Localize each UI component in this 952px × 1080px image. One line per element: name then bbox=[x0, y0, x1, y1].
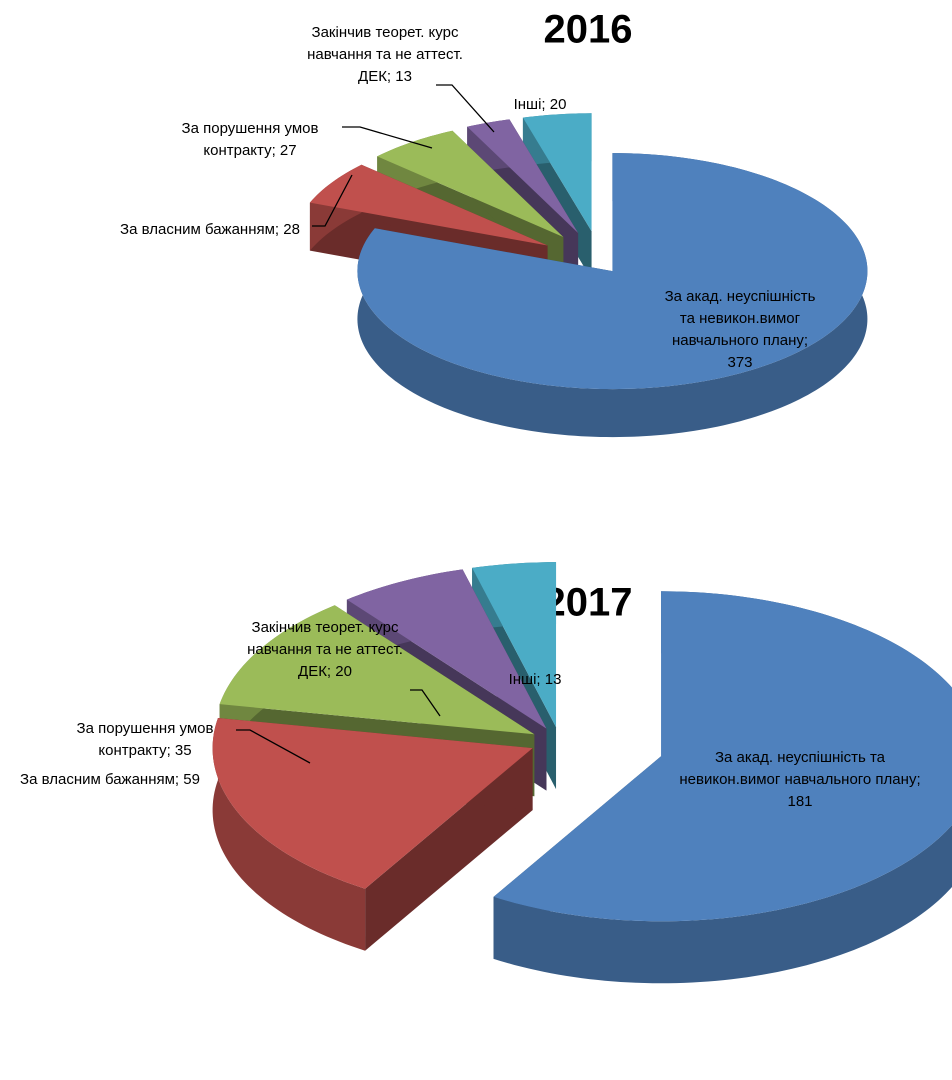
slice-top bbox=[346, 569, 547, 729]
data-label: Закінчив теорет. курс навчання та не атт… bbox=[247, 619, 403, 680]
chart-title: 2016 bbox=[544, 8, 633, 52]
leader-line bbox=[410, 689, 441, 717]
leader-line bbox=[342, 126, 433, 149]
data-label: За власним бажанням; 59 bbox=[20, 771, 200, 788]
slice-wall bbox=[212, 717, 366, 951]
slice-top bbox=[309, 164, 548, 246]
data-label: За порушення умов контракту; 27 bbox=[181, 120, 319, 159]
data-label-box: За акад. неуспішність та невикон.вимог н… bbox=[664, 288, 816, 371]
slice bbox=[212, 717, 533, 951]
data-label-box: За власним бажанням; 59 bbox=[20, 771, 200, 788]
data-label: За порушення умов контракту; 35 bbox=[76, 720, 214, 759]
slice-top bbox=[212, 717, 533, 889]
data-label-box: Інші; 20 bbox=[513, 96, 567, 113]
data-label-box: Закінчив теорет. курс навчання та не атт… bbox=[307, 24, 463, 85]
data-label-box: За власним бажанням; 28 bbox=[120, 221, 300, 238]
data-label: За акад. неуспішність та невикон.вимог н… bbox=[679, 749, 921, 810]
data-label-box: За порушення умов контракту; 27 bbox=[181, 120, 319, 159]
data-label: Інші; 20 bbox=[513, 96, 567, 113]
slice-top bbox=[472, 562, 557, 728]
data-label: Закінчив теорет. курс навчання та не атт… bbox=[307, 24, 463, 85]
leader-line bbox=[436, 84, 495, 133]
leader-line bbox=[312, 174, 353, 227]
slice-top bbox=[357, 153, 868, 390]
slice-top bbox=[219, 605, 535, 735]
data-label: За власним бажанням; 28 bbox=[120, 221, 300, 238]
data-label-box: Інші; 13 bbox=[508, 671, 562, 688]
data-label-box: Закінчив теорет. курс навчання та не атт… bbox=[247, 619, 403, 680]
slice bbox=[493, 591, 952, 984]
slice-top bbox=[493, 591, 952, 922]
leader-line bbox=[236, 729, 311, 764]
slice-wall bbox=[493, 591, 952, 984]
slice-top bbox=[377, 130, 564, 238]
data-label: За акад. неуспішність та невикон.вимог н… bbox=[664, 288, 816, 371]
slice-top bbox=[467, 119, 579, 234]
data-label-box: За акад. неуспішність та невикон.вимог н… bbox=[679, 749, 921, 810]
data-label: Інші; 13 bbox=[508, 671, 562, 688]
chart-title: 2017 bbox=[544, 581, 633, 625]
data-label-box: За порушення умов контракту; 35 bbox=[76, 720, 214, 759]
slice-top bbox=[522, 113, 592, 232]
slice bbox=[357, 153, 868, 438]
